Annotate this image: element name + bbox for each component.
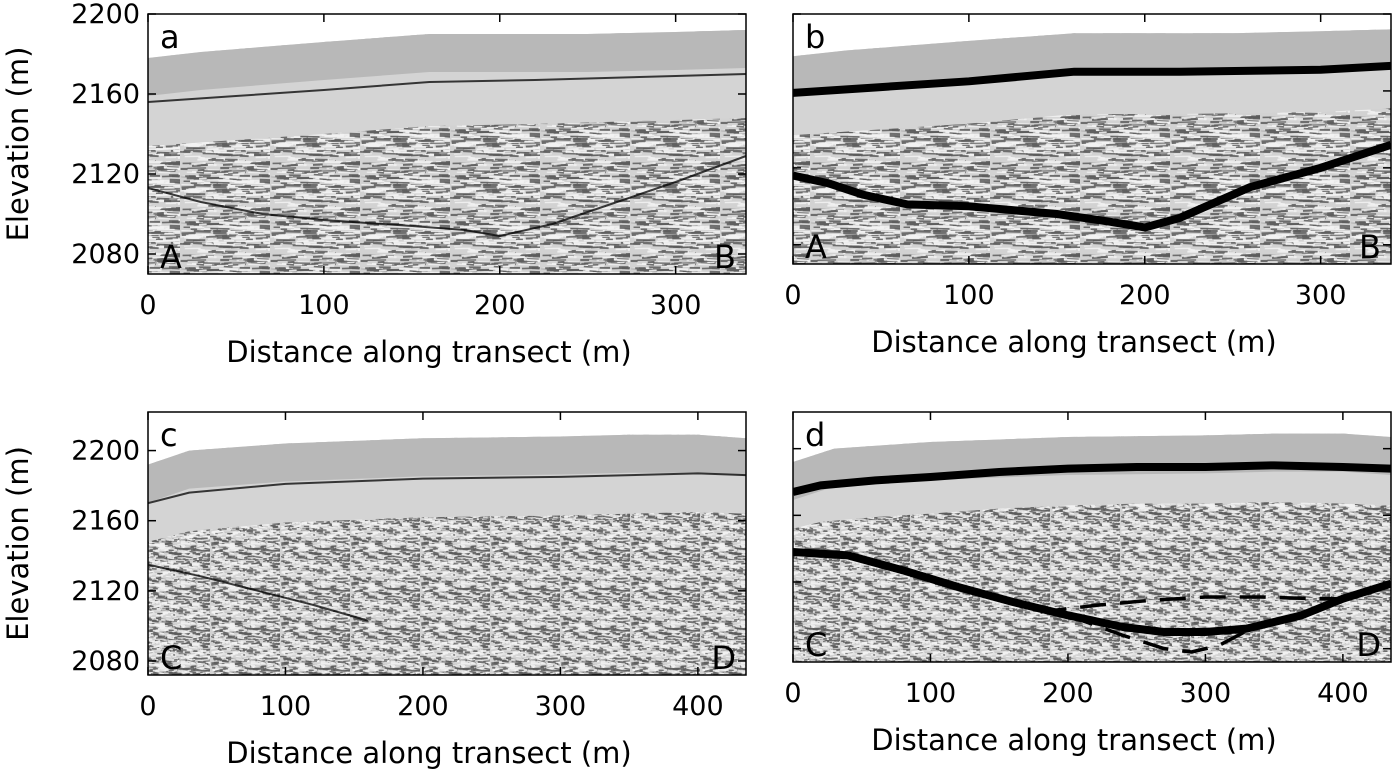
- x-axis-title: Distance along transect (m): [226, 335, 631, 369]
- air-zone: [148, 14, 746, 58]
- y-tick-label: 2200: [71, 436, 140, 467]
- y-tick-label: 2080: [71, 646, 140, 677]
- bed-reflector-line: [148, 563, 369, 622]
- air-zone: [793, 14, 1391, 57]
- x-tick-label: 200: [1042, 678, 1094, 709]
- radargram-b: [793, 14, 1391, 264]
- x-tick-label: 200: [397, 691, 449, 722]
- y-tick-label: 2080: [71, 239, 140, 270]
- panel-letter: a: [160, 18, 180, 56]
- x-tick-label: 100: [260, 691, 312, 722]
- surface-layer: [148, 434, 746, 503]
- air-zone: [793, 412, 1391, 462]
- y-tick-label: 2120: [71, 576, 140, 607]
- x-tick-label: 300: [650, 290, 702, 321]
- surface-layer: [793, 29, 1391, 95]
- transect-end-label: B: [714, 238, 736, 276]
- panel-letter: d: [805, 416, 825, 454]
- firn-reflector-line: [148, 472, 746, 505]
- transect-end-label: D: [1356, 626, 1381, 664]
- x-tick-label: 0: [784, 678, 801, 709]
- x-tick-label: 100: [298, 290, 350, 321]
- transect-start-label: C: [160, 639, 182, 677]
- plot-frame: [147, 13, 747, 275]
- x-tick-label: 300: [535, 691, 587, 722]
- y-tick-label: 2160: [71, 79, 140, 110]
- y-tick-label: 2200: [71, 0, 140, 30]
- radargram-c: [148, 412, 746, 675]
- plot-frame: [792, 13, 1392, 265]
- x-tick-label: 0: [784, 280, 801, 311]
- x-tick-label: 0: [139, 691, 156, 722]
- x-tick-label: 300: [1180, 678, 1232, 709]
- radargram-a: [148, 14, 746, 274]
- alt-bed-reflector-lower-line: [1067, 613, 1262, 654]
- bed-reflector-line: [148, 155, 746, 237]
- panel-b: 0 100 200 300 Distance along transect (m) b A B: [784, 13, 1392, 359]
- x-axis-title: Distance along transect (m): [871, 325, 1276, 359]
- firn-reflector-line: [148, 73, 746, 103]
- x-tick-label: 300: [1295, 280, 1347, 311]
- plot-frame: [792, 411, 1392, 663]
- y-tick-label: 2120: [71, 159, 140, 190]
- x-tick-label: 100: [905, 678, 957, 709]
- bed-reflector-line: [793, 140, 1391, 232]
- plot-frame: [147, 411, 747, 676]
- air-zone: [148, 412, 746, 465]
- firn-reflector-line: [793, 461, 1391, 496]
- firn-reflector-line: [793, 61, 1391, 97]
- y-axis-title: Elevation (m): [1, 446, 35, 641]
- transect-start-label: A: [160, 238, 182, 276]
- panel-c: 0 100 200 300 400 2080 2120 2160 2200 Distance al…: [1, 411, 747, 770]
- bed-reflector-line: [793, 548, 1391, 636]
- x-axis-title: Distance along transect (m): [871, 723, 1276, 757]
- x-tick-label: 100: [943, 280, 995, 311]
- x-tick-label: 400: [1317, 678, 1369, 709]
- x-axis-title: Distance along transect (m): [226, 736, 631, 770]
- radargram-d: [793, 412, 1391, 662]
- x-tick-label: 0: [139, 290, 156, 321]
- panel-letter: c: [160, 416, 178, 454]
- x-tick-label: 200: [1119, 280, 1171, 311]
- transect-start-label: A: [805, 228, 827, 266]
- transect-start-label: C: [805, 626, 827, 664]
- alt-bed-reflector-line: [1040, 595, 1343, 614]
- surface-layer: [148, 30, 746, 96]
- transect-end-label: D: [711, 639, 736, 677]
- y-tick-label: 2160: [71, 506, 140, 537]
- x-tick-label: 200: [474, 290, 526, 321]
- panel-letter: b: [805, 18, 825, 56]
- panel-d: 0 100 200 300 400 Distance along transect (m)…: [784, 411, 1392, 757]
- panel-a: 0 100 200 300 2080 2120 2160 2200 Distance along…: [1, 0, 747, 369]
- y-axis-title: Elevation (m): [1, 47, 35, 242]
- transect-end-label: B: [1359, 228, 1381, 266]
- x-tick-label: 400: [672, 691, 724, 722]
